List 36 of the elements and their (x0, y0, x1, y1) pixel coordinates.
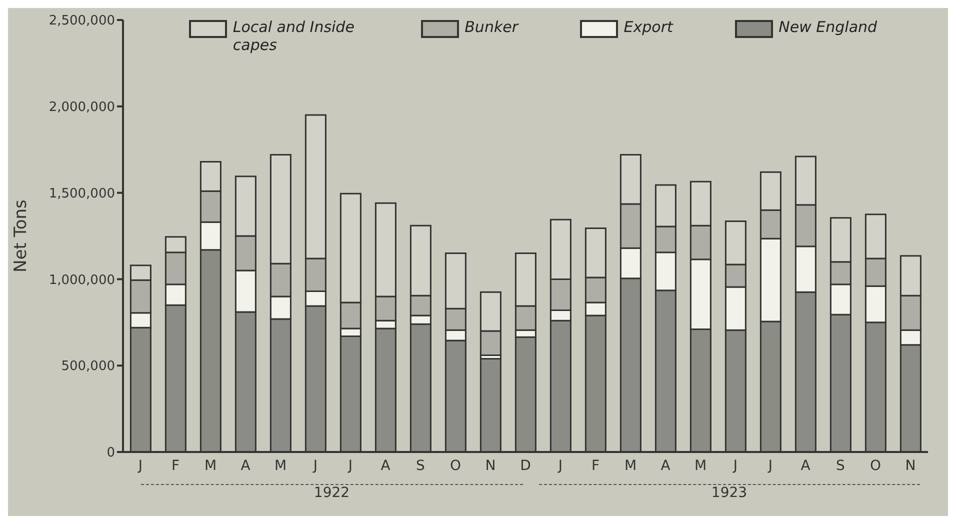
legend-label: New England (778, 18, 878, 36)
x-tick-label: D (520, 458, 531, 474)
x-tick-label: S (836, 458, 846, 474)
legend-label: Bunker (464, 18, 518, 36)
y-tick-label: 1,000,000 (48, 272, 115, 288)
x-tick-label: A (380, 458, 391, 474)
x-tick-label: F (171, 458, 180, 474)
x-tick-label: N (485, 458, 496, 474)
text: 1922 (141, 484, 522, 501)
x-tick-label: O (450, 458, 462, 474)
x-tick-label: M (694, 458, 707, 474)
x-tick-label: O (870, 458, 882, 474)
x-tick-label: M (624, 458, 637, 474)
y-axis-title: Net Tons (11, 199, 32, 272)
x-tick-label: F (591, 458, 600, 474)
x-tick-label: N (905, 458, 916, 474)
text: 1923 (538, 484, 920, 501)
x-tick-label: A (660, 458, 671, 474)
x-tick-label: S (416, 458, 426, 474)
x-tick-label: A (240, 458, 251, 474)
x-tick-label: J (767, 458, 773, 474)
y-tick-label: 0 (106, 446, 115, 461)
x-tick-label: M (274, 458, 287, 474)
x-tick-label: J (557, 458, 563, 474)
y-tick-label: 500,000 (61, 359, 115, 374)
x-tick-label: J (137, 458, 143, 474)
x-tick-label: J (312, 458, 318, 474)
legend-label: Export (624, 18, 673, 36)
x-tick-label: J (732, 458, 738, 474)
x-tick-label: J (347, 458, 353, 474)
y-tick-label: 2,500,000 (48, 14, 115, 29)
y-tick-label: 2,000,000 (48, 100, 115, 116)
x-tick-label: A (800, 458, 811, 474)
x-tick-label: M (204, 458, 217, 474)
y-tick-label: 1,500,000 (48, 186, 115, 202)
legend-label: Local and Inside capes (232, 18, 356, 54)
